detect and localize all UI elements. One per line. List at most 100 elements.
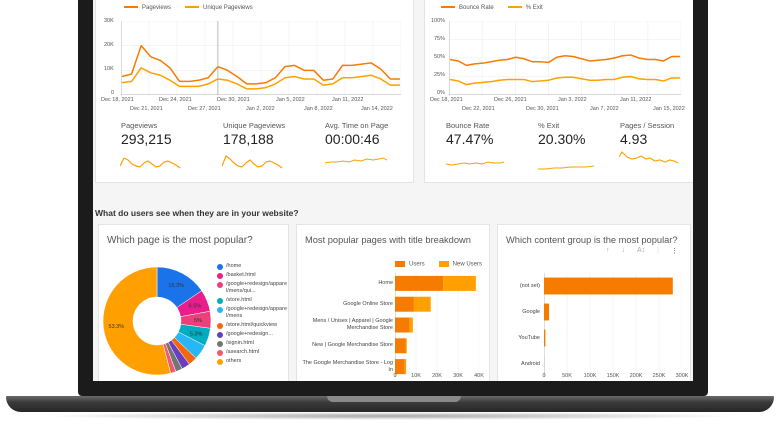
bounce-card: Bounce Rate % Exit 100% 75% 50% 25% 0% D… [424, 0, 693, 183]
bar-category-label: Home [378, 279, 393, 286]
series-line-bounce-rate [449, 54, 680, 67]
bar-users [395, 296, 414, 312]
kpi-label-pageviews: Pageviews [121, 121, 158, 130]
bar-users [395, 275, 444, 291]
legend-label: % Exit [525, 5, 543, 11]
pageviews-line-chart [121, 21, 401, 95]
bounce-line-chart [449, 21, 681, 95]
bounce-legend: Bounce Rate % Exit [441, 5, 543, 11]
legend-swatch [438, 261, 449, 267]
legend-item[interactable]: /store.html [217, 297, 288, 304]
legend-item[interactable]: /asearch.html [217, 349, 288, 356]
legend-item[interactable]: /google+redesign/apparel/mens/qui... [217, 281, 288, 295]
content-group-bar-chart [544, 273, 682, 377]
x-tick: Dec 22, 2021 [462, 106, 495, 112]
slice-label: 5% [194, 318, 202, 324]
legend-item-new-users: New Users [438, 261, 482, 268]
series-line-pageviews [121, 44, 400, 85]
bar-category-label: (not set) [519, 282, 540, 289]
donut-legend: /home/basket.html/google+redesign/appare… [217, 263, 288, 367]
y-tick: 20K [104, 42, 114, 48]
x-tick: Dec 24, 2021 [159, 97, 192, 103]
legend-item[interactable]: /google+redesign/apparel/mens [217, 306, 288, 320]
legend-dot [217, 358, 223, 365]
x-tick: Dec 18, 2021 [101, 97, 134, 103]
y-tick: 30K [104, 18, 114, 24]
kpi-label-pages-session: Pages / Session [620, 121, 675, 130]
content-group-card: Which content group is the most popular?… [497, 224, 691, 381]
legend-dot [217, 281, 223, 288]
sort-descending-icon[interactable]: ↓ [621, 247, 626, 254]
chart-toolbar: ↑ ↓ A↕ | ⋮ [606, 247, 678, 255]
legend-dot [217, 349, 223, 356]
legend-label: /google+redesign/apparel/mens/qui... [226, 281, 288, 294]
sort-ascending-icon[interactable]: ↑ [606, 247, 610, 254]
legend-dot [217, 306, 223, 313]
x-tick: 200K [629, 373, 643, 379]
x-tick: 300K [675, 373, 689, 379]
legend-label: /home [226, 263, 242, 269]
bar-category-label: New | Google Merchandise Store [312, 342, 393, 349]
legend-item[interactable]: /home [217, 263, 288, 270]
legend-dot [217, 297, 223, 304]
bar-category-label: Mens / Unisex | Apparel | Google Merchan… [312, 318, 393, 331]
x-tick: Jan 11, 2022 [620, 97, 652, 103]
x-tick: Jan 15, 2022 [653, 106, 685, 112]
x-tick: Dec 30, 2021 [217, 97, 250, 103]
bar-category-label: Google Online Store [343, 300, 393, 307]
x-tick: Dec 21, 2021 [130, 106, 163, 112]
kpi-value-pages-session: 4.93 [620, 131, 648, 147]
y-tick: 10K [104, 66, 114, 72]
y-tick: 0 [111, 90, 115, 96]
dashboard-screen: Pageviews Unique Pageviews 30K 20K 10K 0… [93, 0, 693, 381]
legend-item-exit: % Exit [507, 5, 543, 11]
card-title: Which content group is the most popular? [506, 235, 678, 245]
pageviews-card: Pageviews Unique Pageviews 30K 20K 10K 0… [95, 0, 414, 183]
legend-swatch [185, 6, 200, 9]
sparkline-avg-time [325, 157, 387, 164]
x-tick: Jan 3, 2022 [558, 97, 587, 103]
x-tick: 0 [542, 373, 546, 379]
legend-item[interactable]: /store.html/quickview [217, 322, 288, 329]
legend-item-pageviews: Pageviews [124, 5, 171, 11]
bar [544, 329, 546, 347]
legend-label: Pageviews [142, 5, 172, 11]
legend-swatch [124, 6, 138, 9]
series-line-unique-pageviews [121, 67, 400, 90]
legend-label: Unique Pageviews [203, 5, 253, 11]
x-tick: Jan 11, 2022 [332, 97, 364, 103]
bar-new-users [405, 338, 407, 354]
legend-item-bounce-rate: Bounce Rate [441, 5, 494, 11]
legend-label: Bounce Rate [459, 5, 494, 11]
kpi-value-exit: 20.30% [538, 131, 586, 147]
pageviews-legend: Pageviews Unique Pageviews [124, 5, 253, 11]
legend-swatch [507, 6, 522, 9]
kpi-value-unique-pageviews: 178,188 [223, 131, 274, 147]
x-tick: 150K [606, 373, 620, 379]
legend-dot [217, 340, 223, 347]
legend-item[interactable]: /google+redesign... [217, 331, 288, 338]
kpi-value-bounce-rate: 47.47% [446, 131, 494, 147]
sparkline-exit [538, 165, 595, 170]
sparkline-pageviews [120, 157, 181, 169]
more-vert-icon[interactable]: ⋮ [671, 248, 678, 255]
laptop-notch [327, 396, 461, 402]
x-tick: 40K [474, 373, 484, 379]
bar [544, 303, 550, 321]
y-tick: 100% [431, 18, 446, 24]
section-title: What do users see when they are in your … [95, 208, 299, 218]
x-tick: 10K [411, 373, 421, 379]
slice-label: 6.5% [189, 303, 202, 309]
kpi-label-avg-time: Avg. Time on Page [325, 121, 389, 130]
y-tick: 25% [434, 72, 446, 78]
x-tick: 0 [393, 373, 397, 379]
x-tick: Jan 2, 2022 [246, 106, 275, 112]
bar-category-label: YouTube [518, 334, 540, 341]
legend-item[interactable]: others [217, 358, 288, 365]
sort-az-icon[interactable]: A↕ [637, 247, 646, 254]
legend-label: /store.html/quickview [226, 322, 278, 328]
bar-users [395, 338, 406, 354]
legend-swatch [395, 261, 405, 267]
legend-item[interactable]: /signin.html [217, 340, 288, 347]
legend-item[interactable]: /basket.html [217, 272, 288, 279]
